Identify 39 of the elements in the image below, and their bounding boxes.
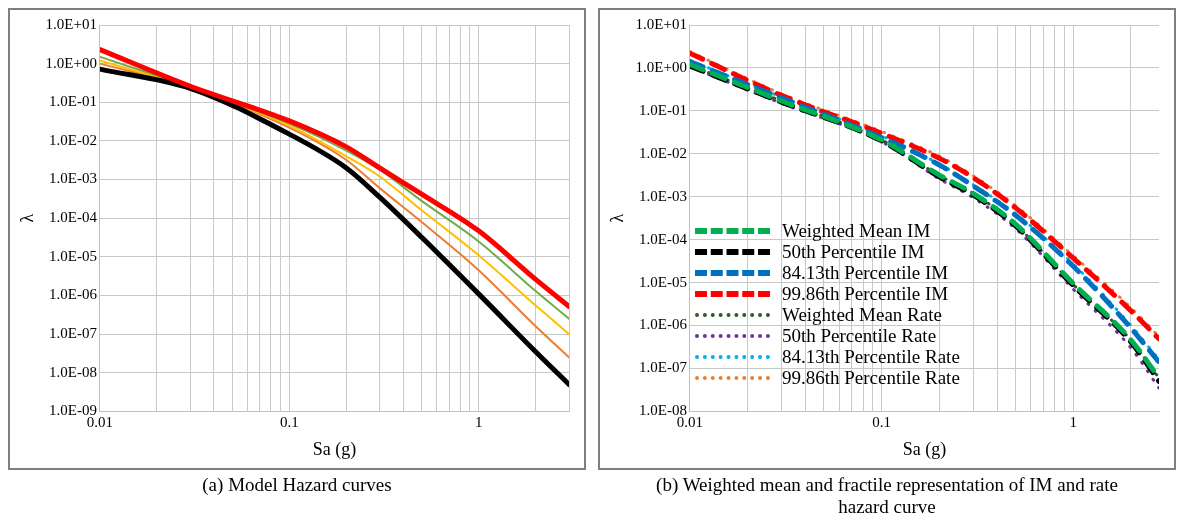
y-axis-title: λ — [606, 213, 627, 223]
text: (a) Model Hazard curves — [201, 474, 393, 496]
y-tick-label: 1.0E-01 — [639, 101, 687, 118]
y-axis-title: λ — [16, 213, 37, 223]
y-tick-label: 1.0E-06 — [639, 316, 688, 333]
legend-label: 84.13th Percentile Rate — [782, 346, 960, 367]
y-tick-label: 1.0E-03 — [639, 187, 687, 204]
y-tick-label: 1.0E-02 — [49, 131, 97, 148]
y-tick-label: 1.0E-02 — [639, 144, 687, 161]
y-tick-label: 1.0E-08 — [49, 363, 97, 380]
legend-label: 84.13th Percentile IM — [782, 262, 949, 283]
x-tick-label: 0.1 — [872, 414, 892, 431]
x-axis-title: Sa (g) — [902, 438, 947, 460]
y-tick-label: 1.0E-06 — [49, 286, 98, 303]
x-tick-label: 0.1 — [279, 414, 299, 431]
y-tick-label: 1.0E-05 — [49, 247, 97, 264]
x-axis-title: Sa (g) — [312, 438, 357, 460]
y-tick-label: 1.0E-07 — [49, 325, 98, 342]
legend-label: 99.86th Percentile IM — [782, 283, 949, 304]
legend-label: 50th Percentile IM — [782, 241, 925, 262]
y-tick-label: 1.0E+01 — [635, 15, 687, 32]
text: (b) Weighted mean and fractile representation of IM and rate hazard curve — [655, 474, 1119, 518]
legend-label: 50th Percentile Rate — [782, 325, 937, 346]
y-tick-label: 1.0E+01 — [45, 15, 97, 32]
x-tick-label: 1 — [1069, 414, 1078, 431]
x-tick-label: 0.01 — [676, 414, 704, 431]
x-tick-label: 0.01 — [86, 414, 114, 431]
y-tick-label: 1.0E-05 — [639, 273, 687, 290]
y-tick-label: 1.0E-07 — [639, 359, 688, 376]
y-tick-label: 1.0E-01 — [49, 93, 97, 110]
y-tick-label: 1.0E-03 — [49, 170, 97, 187]
y-tick-label: 1.0E-04 — [639, 230, 688, 247]
legend-label: 99.86th Percentile Rate — [782, 367, 960, 388]
legend-label: Weighted Mean Rate — [782, 304, 942, 325]
y-tick-label: 1.0E+00 — [635, 58, 687, 75]
y-tick-label: 1.0E+00 — [45, 54, 97, 71]
x-tick-label: 1 — [474, 414, 483, 431]
legend-label: Weighted Mean IM — [782, 220, 931, 241]
y-tick-label: 1.0E-04 — [49, 209, 98, 226]
